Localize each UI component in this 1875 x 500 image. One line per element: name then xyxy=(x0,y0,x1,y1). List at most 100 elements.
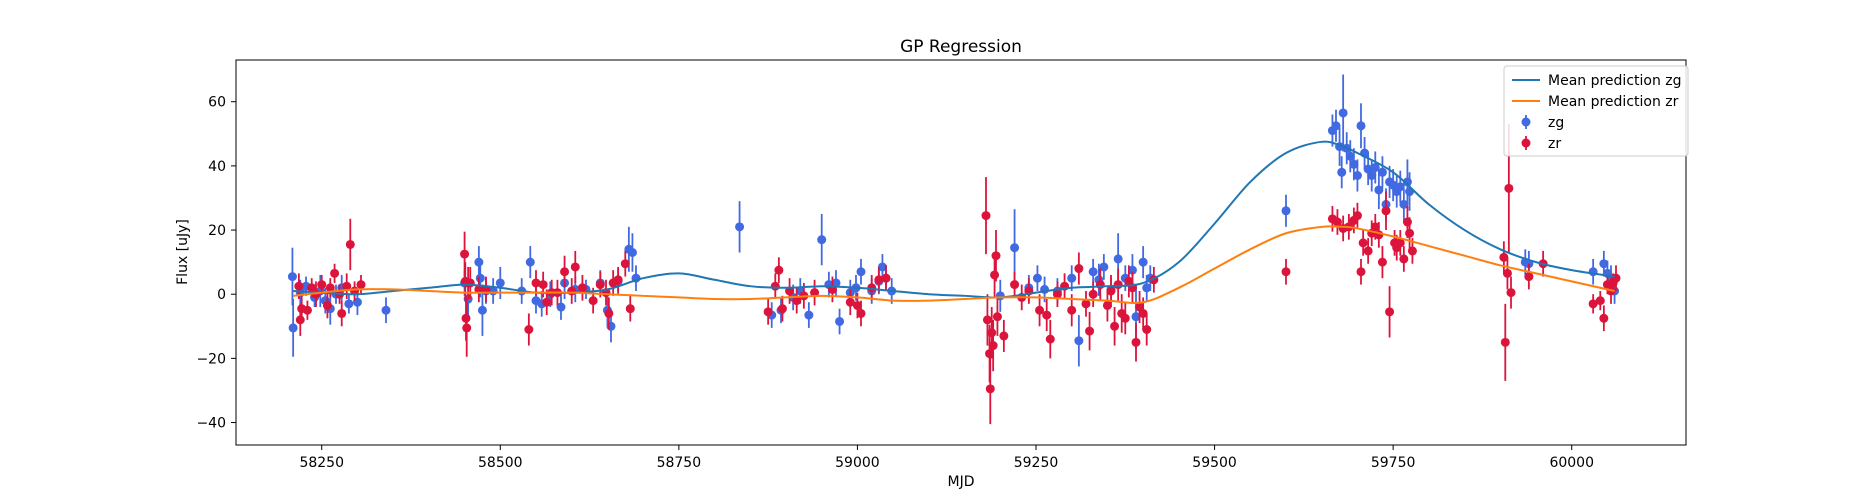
y-tick-label: 20 xyxy=(208,223,226,239)
data-point-zg xyxy=(1599,259,1609,269)
data-point-zr xyxy=(1120,313,1130,323)
data-point-zr xyxy=(1363,246,1373,256)
data-point-zr xyxy=(1385,307,1395,317)
x-tick-label: 59250 xyxy=(1014,455,1059,471)
data-point-zg xyxy=(1377,167,1387,177)
data-point-zg xyxy=(525,257,535,267)
data-point-zr xyxy=(770,281,780,291)
data-point-zr xyxy=(1599,313,1609,323)
data-point-zg xyxy=(1113,254,1123,264)
data-point-zg xyxy=(1281,206,1291,216)
data-point-zr xyxy=(462,323,472,333)
x-tick-label: 59000 xyxy=(835,455,880,471)
legend-marker-zr xyxy=(1521,138,1531,148)
data-point-zr xyxy=(1052,289,1062,299)
data-point-zr xyxy=(465,278,475,288)
data-point-zr xyxy=(990,270,1000,280)
data-point-zr xyxy=(613,275,623,285)
data-point-zr xyxy=(845,297,855,307)
data-point-zg xyxy=(1127,265,1137,275)
data-point-zr xyxy=(325,283,335,293)
data-point-zr xyxy=(342,281,352,291)
y-tick-label: −20 xyxy=(196,351,226,367)
data-point-zr xyxy=(570,262,580,272)
data-point-zr xyxy=(856,308,866,318)
data-point-zr xyxy=(792,296,802,306)
data-point-zr xyxy=(531,278,541,288)
data-point-zg xyxy=(474,257,484,267)
data-point-zr xyxy=(992,312,1002,322)
data-point-zg xyxy=(835,316,845,326)
legend-label: Mean prediction zg xyxy=(1548,73,1682,89)
data-point-zr xyxy=(1524,272,1534,282)
data-point-zg xyxy=(1399,199,1409,209)
data-point-zr xyxy=(474,284,484,294)
data-point-zr xyxy=(988,341,998,351)
data-point-zr xyxy=(1381,206,1391,216)
data-point-zr xyxy=(524,325,534,334)
y-tick-label: 40 xyxy=(208,159,226,175)
data-point-zr xyxy=(987,328,997,338)
data-point-zr xyxy=(1500,337,1510,347)
data-point-zr xyxy=(577,283,587,293)
data-point-zg xyxy=(877,262,887,272)
data-point-zr xyxy=(1085,326,1095,336)
data-point-zr xyxy=(345,239,355,249)
data-point-zr xyxy=(777,304,787,314)
data-point-zr xyxy=(337,308,347,318)
data-point-zr xyxy=(1370,222,1380,232)
data-point-zr xyxy=(1499,252,1509,262)
data-point-zr xyxy=(1595,296,1605,306)
data-point-zg xyxy=(495,278,505,288)
data-point-zr xyxy=(1110,321,1120,331)
data-point-zr xyxy=(588,296,598,306)
data-point-zg xyxy=(1138,257,1148,267)
data-point-zr xyxy=(1045,334,1055,344)
data-point-zg xyxy=(817,235,827,245)
data-point-zr xyxy=(307,283,317,293)
x-tick-label: 60000 xyxy=(1549,455,1594,471)
data-point-zr xyxy=(595,280,605,290)
legend-label: Mean prediction zr xyxy=(1548,94,1679,110)
data-point-zr xyxy=(1405,228,1415,238)
data-point-zg xyxy=(1356,121,1366,131)
data-point-zg xyxy=(1131,312,1141,322)
x-axis: 58250 58500 58750 59000 59250 59500 59750 60000 xyxy=(299,445,1594,471)
data-point-zr xyxy=(295,315,305,325)
data-point-zr xyxy=(852,300,862,310)
x-tick-label: 58500 xyxy=(478,455,523,471)
data-point-zr xyxy=(1358,238,1368,248)
data-point-zr xyxy=(322,300,332,310)
data-point-zr xyxy=(1088,289,1098,299)
data-point-zg xyxy=(1338,108,1348,118)
data-point-zg xyxy=(1010,243,1020,253)
line-mean-prediction-zr xyxy=(293,225,1615,304)
legend-box xyxy=(1503,65,1689,157)
y-axis: −40 −20 0 20 40 60 xyxy=(196,95,236,432)
data-point-zr xyxy=(985,384,995,394)
data-point-zg xyxy=(804,310,814,320)
data-point-zr xyxy=(330,268,340,278)
data-point-zg xyxy=(606,321,616,331)
data-point-zr xyxy=(1067,305,1077,315)
data-point-zr xyxy=(1102,300,1112,310)
data-point-zg xyxy=(627,248,637,257)
data-point-zg xyxy=(1370,162,1380,172)
data-point-zr xyxy=(1332,217,1342,227)
data-point-zr xyxy=(1113,280,1123,290)
x-tick-label: 59500 xyxy=(1192,455,1237,471)
data-point-zg xyxy=(856,267,866,277)
data-point-zg xyxy=(1032,273,1042,283)
data-point-zr xyxy=(302,305,312,315)
data-point-zr xyxy=(1395,238,1405,248)
data-point-zg xyxy=(344,299,354,309)
plot-frame xyxy=(235,59,1687,446)
data-point-zr xyxy=(620,259,630,269)
data-point-zg xyxy=(287,272,297,282)
data-point-zg xyxy=(1331,121,1341,131)
data-point-zr xyxy=(1042,310,1052,320)
data-point-zr xyxy=(294,281,304,291)
plot-area xyxy=(287,74,1621,425)
data-point-zr xyxy=(1402,217,1412,227)
